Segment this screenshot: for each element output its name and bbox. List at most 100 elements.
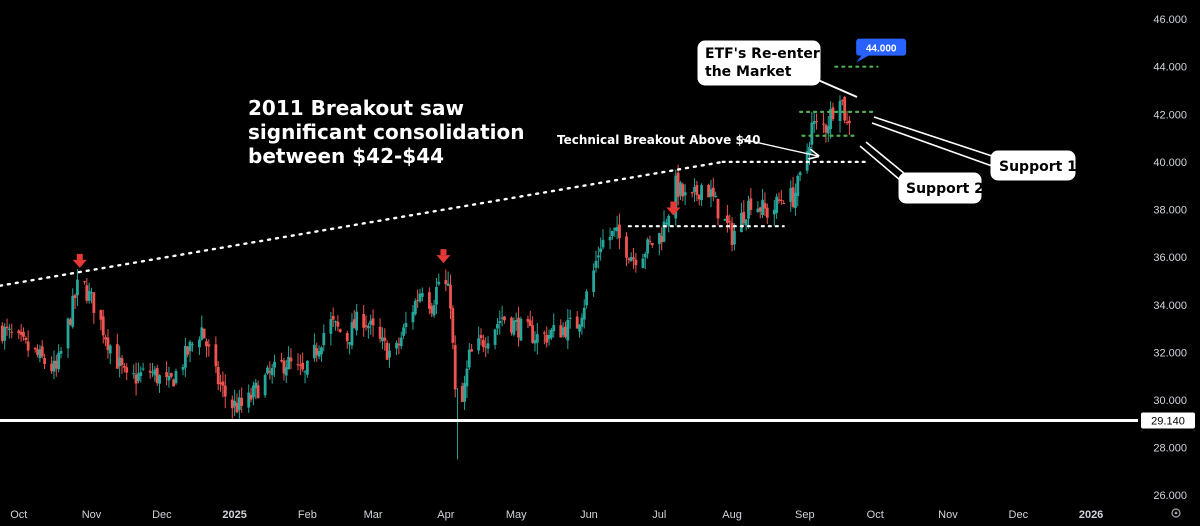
candle-body — [700, 185, 703, 201]
price-tick-label: 46.000 — [1153, 14, 1187, 26]
candle-body — [249, 394, 253, 400]
settings-gear-icon[interactable] — [1171, 508, 1181, 518]
candle-body — [92, 292, 96, 313]
candle-body — [756, 208, 760, 213]
time-tick-label: Nov — [938, 509, 958, 521]
price-badge-label: 44.000 — [866, 44, 897, 55]
candle-body — [744, 219, 748, 226]
candle-body — [247, 392, 251, 408]
price-tick-label: 34.000 — [1153, 300, 1187, 312]
candle-body — [219, 382, 222, 385]
candle-body — [615, 227, 619, 232]
time-axis[interactable]: Oct Nov Dec 2025 Feb Mar Apr May Jun Jul Aug Sep Oct… — [10, 509, 1103, 521]
candle-body — [270, 367, 274, 376]
support2-box — [897, 171, 983, 205]
candle-body — [334, 321, 337, 323]
candle-body — [510, 317, 513, 333]
candle-body — [829, 109, 833, 130]
candle-body — [463, 383, 466, 402]
candle-body — [843, 97, 847, 121]
candle-body — [399, 337, 403, 347]
candle-body — [449, 284, 452, 309]
price-axis[interactable]: 29.140 26.000 28.000 30.000 32.000 34.000 36.0… — [1141, 14, 1195, 502]
candle-body — [381, 337, 384, 342]
candle-body — [777, 199, 781, 201]
candle-body — [552, 325, 556, 332]
candle-body — [667, 215, 671, 227]
candle-body — [500, 317, 504, 319]
candle-body — [120, 358, 124, 366]
candle-body — [237, 397, 241, 411]
candle-body — [747, 200, 750, 219]
candle-body — [345, 333, 349, 342]
candle-body — [634, 259, 638, 266]
candle-body — [188, 341, 192, 352]
candle-body — [498, 321, 502, 324]
candle-body — [19, 331, 23, 335]
candle-body — [223, 385, 227, 397]
candle-body — [198, 339, 201, 348]
candle-body — [282, 360, 286, 374]
time-tick-label: Jul — [652, 509, 666, 521]
candle-body — [481, 339, 485, 347]
candle-body — [200, 327, 204, 340]
candle-body — [662, 221, 666, 242]
time-tick-label: Dec — [1009, 509, 1029, 521]
time-tick-label: Sep — [795, 509, 815, 521]
support2-label: Support 2 — [906, 181, 984, 197]
candle-body — [348, 342, 352, 345]
candle-body — [681, 184, 685, 197]
candle-body — [559, 325, 563, 338]
candle-body — [676, 172, 680, 197]
candle-body — [592, 270, 596, 293]
candle-body — [395, 342, 398, 349]
candle-body — [402, 327, 405, 336]
candle-body — [167, 375, 171, 381]
candle-body — [0, 325, 4, 341]
candle-body — [355, 311, 359, 331]
candle-body — [824, 125, 828, 133]
candle-body — [568, 317, 572, 319]
candle-body — [782, 203, 786, 205]
candle-body — [413, 300, 417, 315]
candle-body — [235, 402, 239, 413]
candle-body — [742, 211, 746, 224]
candle-body — [535, 334, 539, 343]
candle-body — [151, 371, 154, 373]
support1-label: Support 1 — [999, 159, 1077, 175]
candle-body — [418, 293, 422, 302]
candle-body — [582, 307, 586, 320]
candle-body — [169, 373, 173, 377]
time-tick-label: Aug — [722, 509, 742, 521]
price-tick-label: 32.000 — [1153, 347, 1187, 359]
candle-body — [172, 379, 176, 387]
candle-body — [322, 333, 326, 346]
candle-body — [550, 329, 553, 338]
candle-body — [54, 360, 58, 369]
candle-body — [789, 188, 793, 202]
price-tick-label: 40.000 — [1153, 157, 1187, 169]
support2-pointer-a — [865, 141, 906, 175]
candle-body — [336, 321, 340, 327]
candle-body — [542, 332, 546, 334]
candle-body — [99, 309, 103, 320]
candle-body — [186, 346, 190, 355]
time-tick-label: May — [506, 509, 527, 521]
candle-body — [679, 182, 682, 196]
candle-body — [315, 348, 319, 356]
consolidation-note-line-1: 2011 Breakout saw — [248, 96, 464, 120]
candle-body — [794, 192, 797, 208]
candle-body — [460, 386, 464, 402]
candle-body — [765, 207, 769, 218]
candle-body — [388, 350, 391, 358]
candle-body — [7, 328, 11, 331]
candle-body — [59, 350, 63, 354]
price-tick-label: 30.000 — [1153, 395, 1187, 407]
candle-body — [364, 325, 368, 327]
candle-body — [707, 184, 711, 198]
candle-body — [840, 99, 844, 101]
candle-body — [369, 320, 373, 325]
technical-breakout-arrow — [741, 138, 818, 156]
candle-body — [709, 189, 713, 197]
